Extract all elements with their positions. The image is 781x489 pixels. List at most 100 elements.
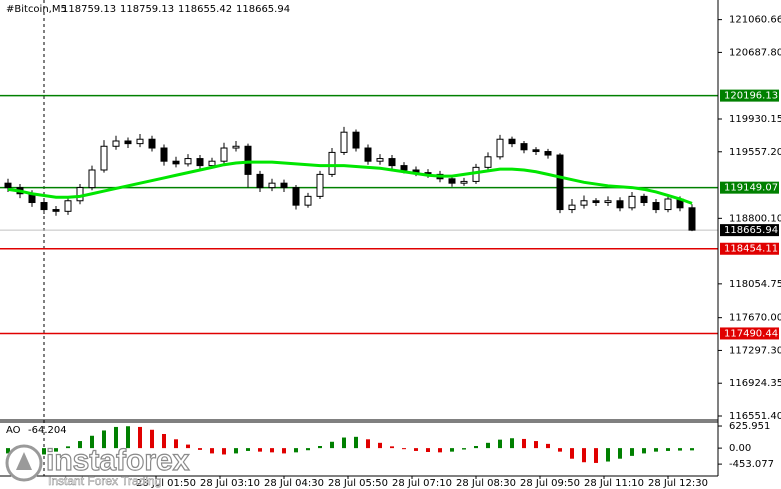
y-tick-label: 116924.35 — [729, 378, 781, 389]
logo-mark — [16, 452, 32, 470]
ao-bar — [438, 448, 442, 453]
y-tick-label: 117670.00 — [729, 313, 781, 324]
symbol: #Bitcoin,M5 — [6, 4, 67, 15]
y-tick-label: 625.951 — [729, 421, 770, 432]
ao-bar — [642, 448, 646, 454]
ao-bar — [342, 437, 346, 449]
candle-body — [148, 138, 156, 149]
ao-bar — [426, 448, 430, 452]
level-label-box — [720, 89, 779, 102]
candle-body — [400, 165, 408, 171]
ao-bar — [6, 448, 10, 454]
ao-bar — [138, 426, 142, 449]
candle-body — [40, 202, 48, 211]
candle-body — [124, 140, 132, 145]
brand: instaforex — [46, 444, 190, 477]
ao-bar — [582, 448, 586, 463]
candle-body — [172, 160, 180, 165]
ao-bar — [510, 438, 514, 449]
ohlc-high: 118759.13 — [120, 4, 174, 15]
candle-body — [592, 200, 600, 204]
ao-bar — [390, 446, 394, 449]
x-tick-label: 28 Jul 05:50 — [328, 478, 388, 489]
candle-body — [100, 145, 108, 171]
ao-bar — [330, 441, 334, 449]
ao-bar — [258, 448, 262, 452]
ao-bar — [102, 430, 106, 449]
ao-bar — [54, 448, 58, 452]
ao-bar — [522, 438, 526, 449]
ao-bar — [486, 442, 490, 449]
ao-bar — [234, 448, 238, 454]
candle-body — [664, 198, 672, 211]
candle-body — [496, 138, 504, 158]
candle-body — [640, 195, 648, 204]
y-tick-label: 118054.75 — [729, 279, 781, 290]
candle-body — [484, 156, 492, 168]
candle-body — [604, 200, 612, 204]
y-tick-label: 118800.10 — [729, 213, 781, 224]
y-tick-label: -453.077 — [729, 459, 774, 470]
candle-body — [568, 204, 576, 211]
candle-body — [340, 131, 348, 153]
ao-bar — [174, 439, 178, 449]
ao-bar — [246, 448, 250, 451]
x-tick-label: 28 Jul 08:30 — [456, 478, 516, 489]
ao-bar — [654, 448, 658, 452]
ao-bar — [222, 448, 226, 455]
y-tick-label: 116551.40 — [729, 411, 781, 422]
ao-bar — [378, 442, 382, 449]
candle-body — [64, 200, 72, 212]
level-label-box — [720, 242, 779, 255]
candle-body — [652, 202, 660, 211]
ao-bar — [678, 448, 682, 451]
x-tick-label: 28 Jul 11:10 — [584, 478, 644, 489]
ao-bar — [114, 426, 118, 449]
indicator-value: -64.204 — [28, 425, 67, 436]
candle-body — [244, 145, 252, 175]
candle-body — [328, 151, 336, 175]
tagline: Instant Forex Trading — [48, 474, 161, 488]
ao-bar — [186, 444, 190, 449]
ao-bar — [594, 448, 598, 463]
candle-body — [196, 158, 204, 167]
candle-body — [388, 158, 396, 167]
y-tick-label: 119557.20 — [729, 147, 781, 158]
candle-body — [160, 147, 168, 162]
ohlc-low: 118655.42 — [178, 4, 232, 15]
candle-body — [292, 187, 300, 206]
ao-bar — [630, 448, 634, 456]
candle-body — [4, 182, 12, 189]
candle-body — [280, 182, 288, 189]
candle-body — [376, 158, 384, 162]
ao-bar — [366, 439, 370, 449]
ao-bar — [546, 443, 550, 449]
x-tick-label: 28 Jul 01:50 — [136, 478, 196, 489]
y-tick-label: 121060.66 — [729, 15, 781, 26]
x-tick-label: 28 Jul 09:50 — [520, 478, 580, 489]
ao-bar — [270, 448, 274, 453]
level-label-box — [720, 327, 779, 340]
ao-bar — [306, 448, 310, 451]
candle-body — [508, 138, 516, 145]
candle-body — [220, 147, 228, 162]
y-tick-label: 117297.30 — [729, 345, 781, 356]
candle-body — [208, 160, 216, 167]
candle-body — [532, 149, 540, 153]
level-label: 120196.13 — [724, 91, 778, 102]
ao-bar — [402, 448, 406, 450]
level-label: 119149.07 — [724, 183, 778, 194]
candle-body — [52, 209, 60, 212]
ohlc-close: 118665.94 — [236, 4, 290, 15]
watermark: instaforex Instant Forex Trading — [5, 443, 190, 488]
candle-body — [268, 182, 276, 189]
ao-bar — [606, 448, 610, 462]
ohlc-open: 118759.13 — [62, 4, 116, 15]
candle-body — [556, 154, 564, 211]
level-label-box — [720, 181, 779, 194]
candle-body — [580, 200, 588, 206]
ao-bar — [78, 441, 82, 449]
ao-bar — [354, 436, 358, 449]
x-tick-label: 28 Jul 04:30 — [264, 478, 324, 489]
